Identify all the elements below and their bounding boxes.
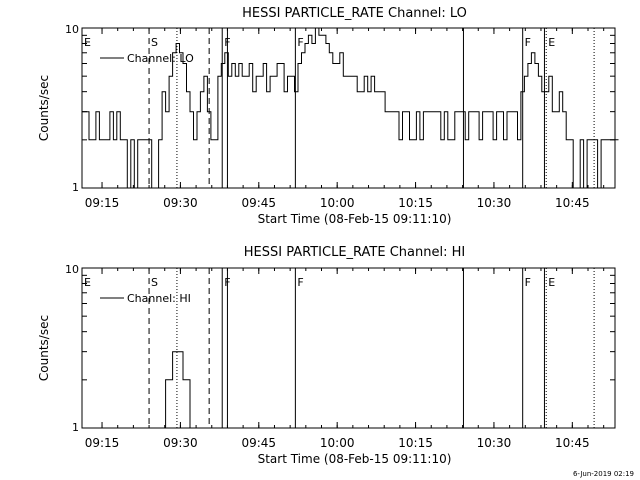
data-series-line bbox=[159, 351, 197, 429]
x-axis-label: Start Time (08-Feb-15 09:11:10) bbox=[258, 452, 452, 466]
panel-hi: HESSI PARTICLE_RATE Channel: HI Start Tim… bbox=[37, 245, 616, 466]
x-tick-label: 09:15 bbox=[85, 196, 120, 210]
event-marker-label: S bbox=[151, 276, 158, 289]
y-tick-label: 10 bbox=[65, 23, 79, 36]
legend-label: Channel: HI bbox=[127, 292, 191, 305]
plot-frame bbox=[81, 27, 616, 189]
x-tick-label: 10:30 bbox=[477, 196, 512, 210]
y-axis-label: Counts/sec bbox=[37, 75, 51, 141]
x-tick-label: 09:30 bbox=[163, 436, 198, 450]
legend-label: Channel: LO bbox=[127, 52, 194, 65]
x-tick-label: 10:45 bbox=[555, 196, 590, 210]
x-tick-label: 10:00 bbox=[320, 196, 355, 210]
event-marker-label: F bbox=[525, 276, 531, 289]
y-tick-label: 1 bbox=[72, 421, 79, 434]
plot-frame bbox=[81, 267, 616, 429]
x-tick-label: 10:15 bbox=[398, 436, 433, 450]
chart-title: HESSI PARTICLE_RATE Channel: LO bbox=[242, 6, 467, 21]
x-tick-label: 10:45 bbox=[555, 436, 590, 450]
y-tick-label: 10 bbox=[65, 263, 79, 276]
x-tick-label: 10:00 bbox=[320, 436, 355, 450]
event-marker-label: E bbox=[548, 36, 555, 49]
x-tick-label: 10:15 bbox=[398, 196, 433, 210]
footer-date: 6-Jun-2019 02:19 bbox=[572, 470, 634, 478]
event-marker-label: F bbox=[297, 276, 303, 289]
event-marker-label: E bbox=[84, 36, 91, 49]
x-tick-label: 09:15 bbox=[85, 436, 120, 450]
y-tick-label: 1 bbox=[72, 181, 79, 194]
x-tick-label: 09:30 bbox=[163, 196, 198, 210]
chart-title: HESSI PARTICLE_RATE Channel: HI bbox=[244, 245, 465, 260]
event-marker-label: F bbox=[525, 36, 531, 49]
x-axis-label: Start Time (08-Feb-15 09:11:10) bbox=[258, 212, 452, 226]
y-axis-label: Counts/sec bbox=[37, 315, 51, 381]
panel-lo: HESSI PARTICLE_RATE Channel: LO Start Tim… bbox=[37, 6, 619, 226]
event-marker-label: F bbox=[297, 36, 303, 49]
data-series-line bbox=[82, 27, 619, 189]
x-tick-label: 10:30 bbox=[477, 436, 512, 450]
x-tick-label: 09:45 bbox=[241, 196, 276, 210]
event-marker-label: E bbox=[548, 276, 555, 289]
x-tick-label: 09:45 bbox=[241, 436, 276, 450]
event-marker-label: S bbox=[151, 36, 158, 49]
event-marker-label: E bbox=[84, 276, 91, 289]
